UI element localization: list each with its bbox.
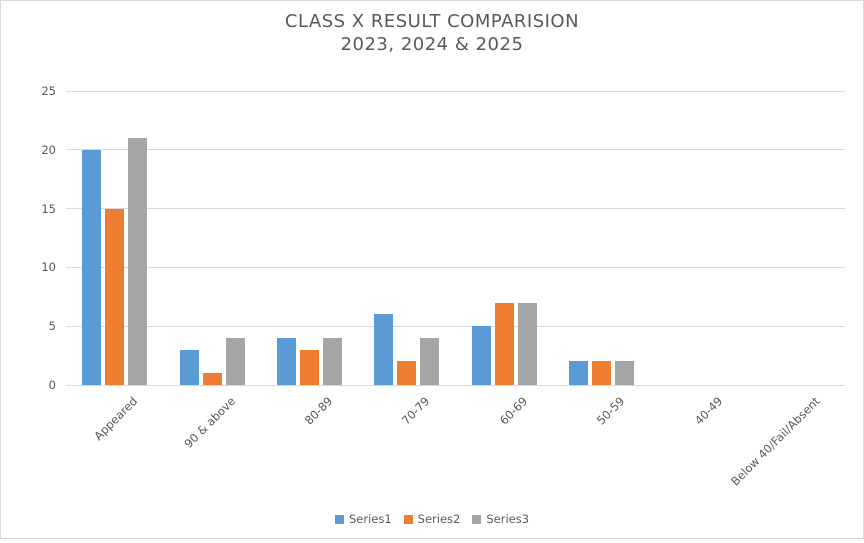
bar-series2-appeared — [105, 208, 125, 385]
y-axis-label-20: 20 — [41, 142, 56, 157]
legend-label-series1: Series1 — [348, 512, 392, 526]
bar-series3-80-89 — [322, 337, 342, 385]
legend-label-series3: Series3 — [486, 512, 530, 526]
bar-series2-80-89 — [299, 349, 319, 385]
y-axis-label-15: 15 — [41, 201, 56, 216]
bar-series1-50-59 — [569, 361, 589, 385]
legend-item-series1: Series1 — [334, 512, 392, 526]
bar-series1-appeared — [82, 149, 102, 385]
chart-title-line1: CLASS X RESULT COMPARISION — [284, 11, 580, 32]
bar-series3-70-79 — [420, 337, 440, 385]
bar-series3-appeared — [128, 138, 148, 385]
bar-series3-90-above — [225, 337, 245, 385]
gridline-y-20 — [66, 149, 845, 151]
bar-series3-50-59 — [615, 361, 635, 385]
gridline-y-0 — [66, 384, 845, 386]
legend-swatch-series1 — [334, 514, 344, 524]
bar-series2-90-above — [202, 373, 222, 385]
legend-label-series2: Series2 — [417, 512, 461, 526]
gridline-y-10 — [66, 266, 845, 268]
bar-series2-50-59 — [592, 361, 612, 385]
bar-series2-70-79 — [397, 361, 417, 385]
y-axis-label-10: 10 — [41, 260, 56, 275]
x-axis-label-90-above: 90 & above — [181, 394, 238, 451]
x-axis-label-80-89: 80-89 — [301, 394, 336, 428]
bar-series1-70-79 — [374, 314, 394, 385]
chart-title: CLASS X RESULT COMPARISION 2023, 2024 & … — [1, 10, 863, 56]
x-axis-label-below-40-fail-absent: Below 40/Fail/Absent — [727, 394, 823, 489]
gridline-y-5 — [66, 325, 845, 327]
x-axis-label-appeared: Appeared — [91, 394, 141, 444]
legend: Series1 Series2 Series3 — [1, 512, 863, 526]
x-axis-label-60-69: 60-69 — [496, 394, 531, 428]
bar-series1-60-69 — [471, 326, 491, 385]
bar-series1-80-89 — [276, 337, 296, 385]
y-axis-label-5: 5 — [48, 319, 56, 334]
bar-series1-90-above — [179, 349, 199, 385]
bar-series2-60-69 — [494, 302, 514, 385]
x-axis-label-40-49: 40-49 — [691, 394, 725, 428]
gridline-y-15 — [66, 208, 845, 210]
legend-item-series3: Series3 — [472, 512, 529, 526]
legend-swatch-series3 — [472, 514, 482, 524]
y-axis-label-0: 0 — [48, 378, 56, 392]
bar-series3-60-69 — [517, 302, 537, 385]
gridline-y-25 — [66, 90, 845, 92]
x-axis-label-50-59: 50-59 — [593, 394, 628, 428]
x-axis-label-70-79: 70-79 — [399, 394, 433, 428]
legend-swatch-series2 — [403, 514, 413, 524]
legend-item-series2: Series2 — [403, 512, 461, 526]
chart-title-line2: 2023, 2024 & 2025 — [340, 34, 524, 55]
y-axis-label-25: 25 — [41, 84, 56, 98]
